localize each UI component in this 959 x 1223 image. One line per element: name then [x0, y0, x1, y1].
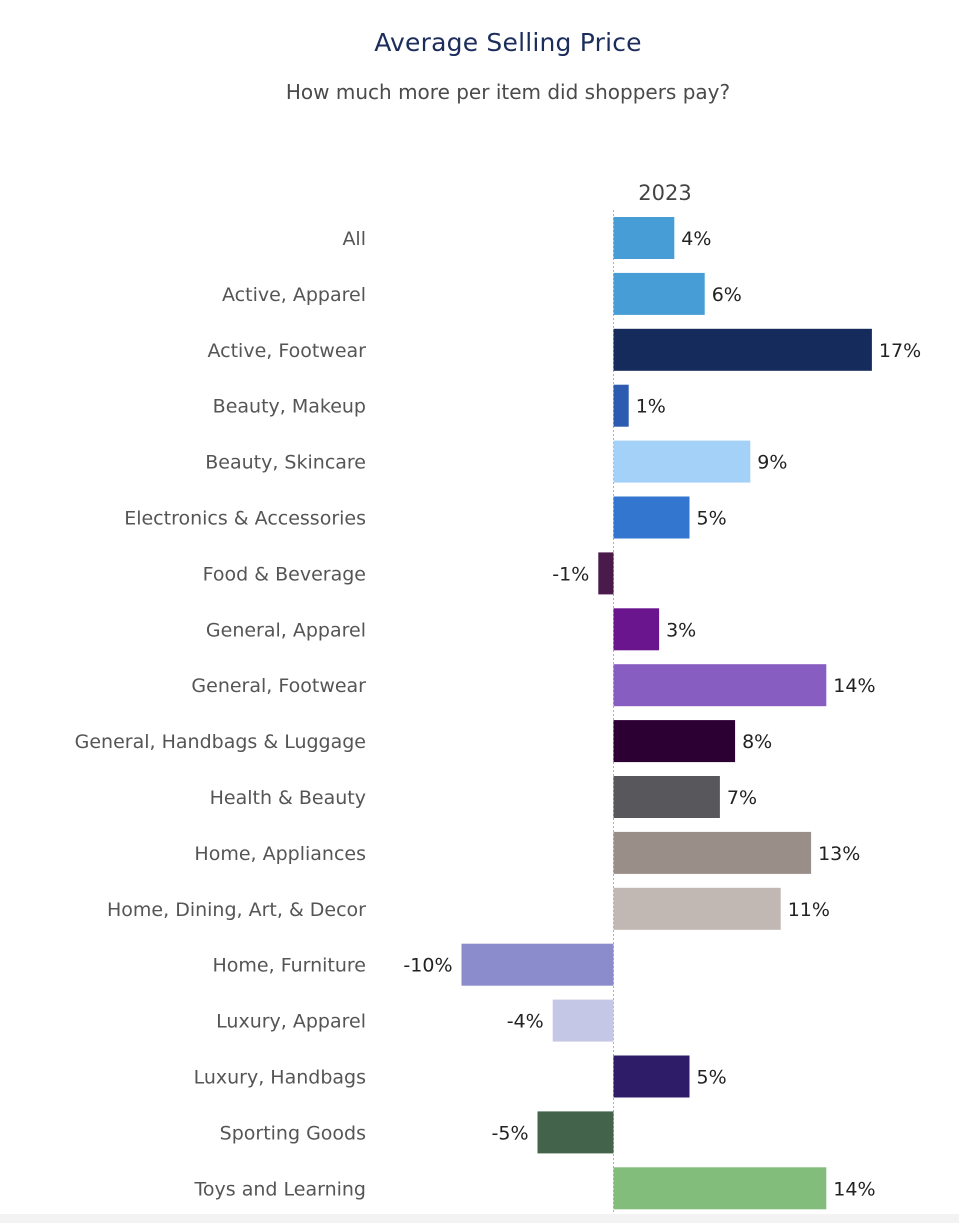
category-label: Food & Beverage [203, 563, 366, 585]
value-label: 14% [833, 675, 875, 697]
category-label: Electronics & Accessories [124, 508, 366, 530]
category-label: Luxury, Apparel [216, 1011, 366, 1033]
value-label: -4% [507, 1011, 544, 1033]
value-label: 14% [833, 1178, 875, 1200]
bar[interactable] [598, 552, 614, 595]
chart-subtitle: How much more per item did shoppers pay? [285, 80, 731, 104]
value-label: 7% [727, 787, 757, 809]
bar[interactable] [613, 831, 812, 874]
bar[interactable] [613, 664, 827, 707]
value-label: 3% [666, 619, 696, 641]
value-label: 4% [681, 228, 711, 250]
category-label: Luxury, Handbags [194, 1067, 366, 1089]
category-label: Home, Dining, Art, & Decor [107, 899, 366, 921]
category-label: Active, Footwear [208, 340, 367, 362]
value-label: 1% [636, 396, 666, 418]
value-label: -1% [552, 563, 589, 585]
category-label: General, Handbags & Luggage [75, 731, 366, 753]
bottom-strip [0, 1214, 959, 1223]
bar[interactable] [537, 1111, 614, 1154]
category-label: Beauty, Skincare [205, 452, 366, 474]
bar[interactable] [613, 496, 690, 539]
bar[interactable] [613, 1055, 690, 1098]
column-header: 2023 [638, 181, 691, 205]
bar[interactable] [613, 440, 751, 483]
category-label: All [342, 228, 366, 250]
bar[interactable] [613, 608, 660, 651]
bar[interactable] [613, 384, 629, 427]
bar[interactable] [613, 887, 781, 930]
bar-rows: All 4% Active, Apparel 6% Active, Footwear 17… [75, 217, 921, 1210]
value-label: -10% [403, 955, 452, 977]
value-label: 13% [818, 843, 860, 865]
value-label: 5% [697, 1067, 727, 1089]
bar[interactable] [613, 272, 705, 315]
value-label: 6% [712, 284, 742, 306]
value-label: 11% [788, 899, 830, 921]
category-label: Sporting Goods [220, 1122, 366, 1144]
category-label: Home, Furniture [213, 955, 367, 977]
value-label: 17% [879, 340, 921, 362]
bar[interactable] [613, 217, 675, 259]
bar[interactable] [613, 1167, 827, 1210]
chart-title: Average Selling Price [374, 28, 642, 57]
bar[interactable] [613, 776, 720, 818]
bar[interactable] [613, 328, 872, 371]
category-label: General, Footwear [191, 675, 366, 697]
value-label: 5% [697, 508, 727, 530]
value-label: 9% [757, 452, 787, 474]
category-label: Health & Beauty [210, 787, 366, 809]
category-label: Home, Appliances [194, 843, 366, 865]
category-label: Toys and Learning [194, 1178, 366, 1200]
category-label: General, Apparel [206, 619, 366, 641]
category-label: Beauty, Makeup [213, 396, 366, 418]
category-label: Active, Apparel [222, 284, 366, 306]
value-label: -5% [492, 1122, 529, 1144]
bar[interactable] [552, 999, 614, 1042]
bar[interactable] [613, 720, 736, 763]
bar[interactable] [461, 943, 614, 986]
value-label: 8% [742, 731, 772, 753]
